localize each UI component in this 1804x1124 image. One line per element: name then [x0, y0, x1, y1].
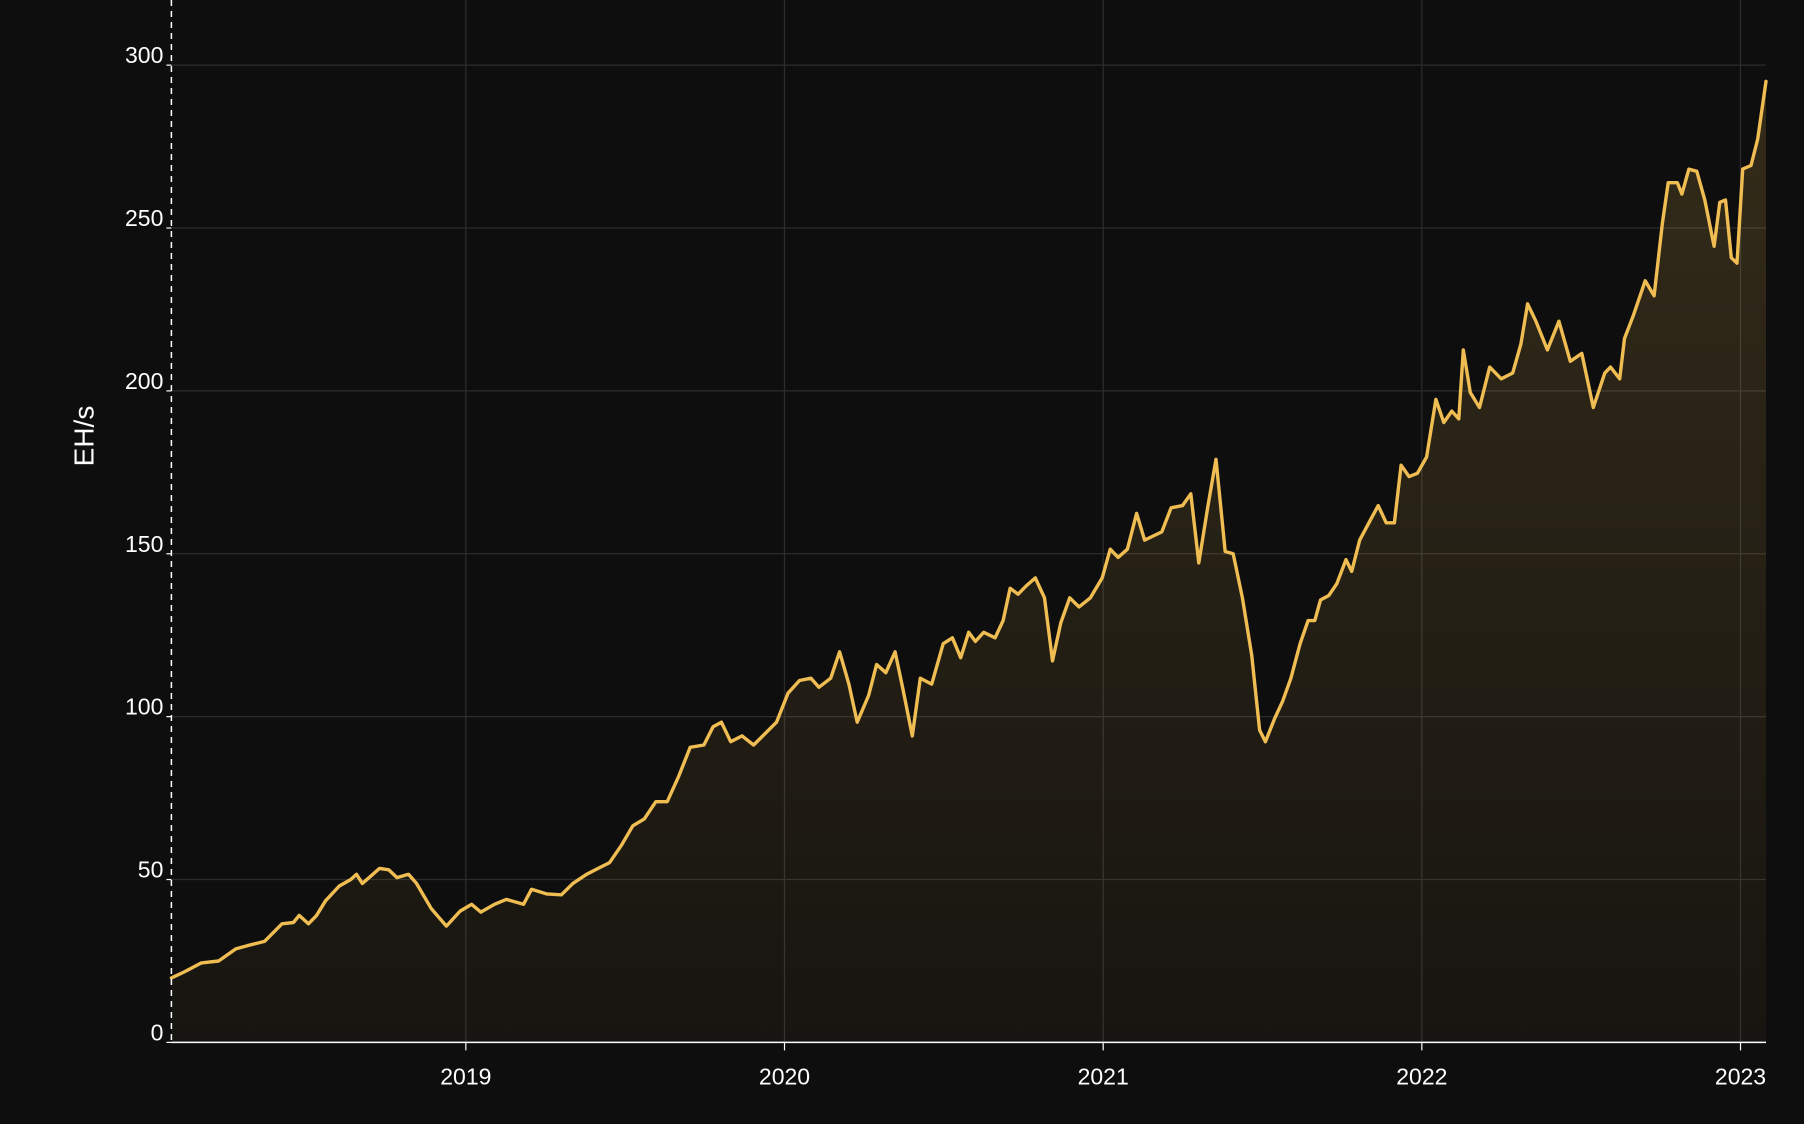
y-tick-label: 0 — [151, 1019, 164, 1045]
x-tick-label: 2022 — [1396, 1063, 1447, 1089]
x-tick-label: 2023 — [1715, 1063, 1766, 1089]
area — [171, 81, 1766, 1043]
x-tick-label: 2021 — [1078, 1063, 1129, 1089]
y-tick-label: 300 — [125, 42, 163, 68]
y-tick-label: 50 — [138, 857, 164, 883]
y-tick-label: 200 — [125, 368, 163, 394]
x-tick-label: 2019 — [440, 1063, 491, 1089]
y-tick-label: 150 — [125, 531, 163, 557]
y-tick-label: 100 — [125, 694, 163, 720]
y-tick-label: 250 — [125, 205, 163, 231]
y-axis-label: EH/s — [68, 406, 99, 467]
x-tick-label: 2020 — [759, 1063, 810, 1089]
line — [169, 79, 1768, 980]
